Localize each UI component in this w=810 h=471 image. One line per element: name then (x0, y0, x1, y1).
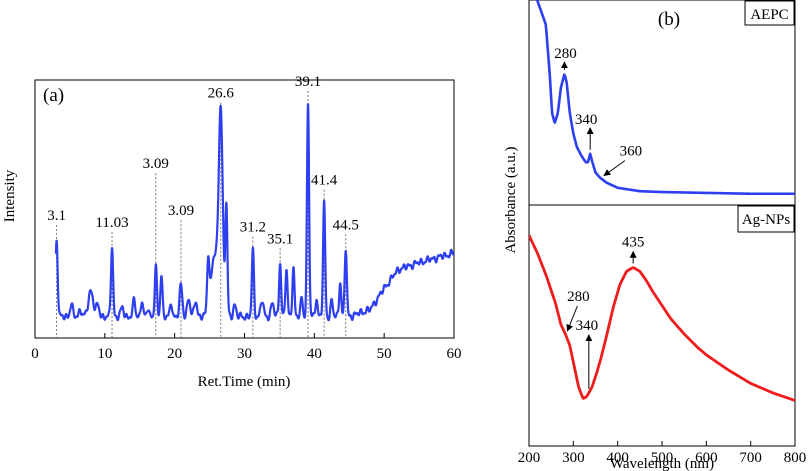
uv-vis-chart: 200 300 400 500 600 700 800 280 340 360 280 340 435… (503, 0, 806, 471)
annotation-label: 340 (576, 318, 599, 334)
x-tick-label: 60 (447, 346, 462, 362)
peak-labels: 3.1 11.03 3.09 3.09 26.6 31.235.1 39.1 41.4 44.5 (47, 74, 359, 247)
peak-label: 26.6 (208, 86, 235, 102)
x-tick-label: 700 (739, 450, 762, 466)
peak-label: 41.4 (311, 173, 338, 189)
chromatogram-x-axis-label: Ret.Time (min) (198, 374, 291, 390)
panel-label-a: (a) (43, 85, 64, 106)
aepc-label: AEPC (750, 7, 788, 23)
peak-label: 39.1 (295, 74, 321, 90)
x-tick-label: 500 (651, 450, 674, 466)
x-tick-label: 800 (784, 450, 807, 466)
chromatogram-trace (54, 103, 455, 322)
aepc-label-box (744, 0, 795, 26)
chromatogram-chart: 0 10 20 30 40 50 60 3.1 11.03 3.09 3.09 26.6 31.235… (2, 74, 462, 390)
uv-vis-x-ticks: 200 300 400 500 600 700 800 (518, 441, 807, 466)
x-tick-label: 300 (562, 450, 585, 466)
peak-annotations: 280 340 360 280 340 435 (554, 46, 644, 389)
peak-label: 11.03 (95, 215, 128, 231)
annotation-label: 360 (620, 144, 643, 160)
x-tick-label: 10 (97, 346, 112, 362)
peak-label: 3.09 (143, 156, 169, 172)
uv-vis-y-axis-label: Absorbance (a.u.) (503, 146, 519, 253)
annotation-label: 435 (622, 235, 645, 251)
peak-label: 3.1 (47, 208, 66, 224)
peak-label: 35.1 (267, 231, 293, 247)
annotation-label: 280 (554, 46, 577, 62)
annotation-label: 340 (575, 112, 598, 128)
aepc-spectrum (535, 0, 795, 196)
x-tick-label: 600 (695, 450, 718, 466)
x-tick-label: 50 (377, 346, 392, 362)
x-tick-label: 20 (167, 346, 182, 362)
agnps-label: Ag-NPs (742, 212, 791, 228)
peak-label: 44.5 (333, 217, 359, 233)
panel-label-b: (b) (658, 9, 680, 30)
x-tick-label: 40 (307, 346, 322, 362)
chromatogram-frame (34, 79, 455, 339)
chromatogram-y-axis-label: Intensity (2, 169, 18, 222)
x-tick-label: 200 (518, 450, 541, 466)
annotation-arrow (603, 160, 626, 177)
annotation-arrow (566, 305, 578, 332)
agnps-label-box (737, 205, 795, 233)
x-tick-label: 400 (606, 450, 629, 466)
x-tick-label: 0 (31, 346, 39, 362)
peak-label: 3.09 (168, 203, 194, 219)
peak-label: 31.2 (240, 220, 266, 236)
x-tick-label: 30 (237, 346, 252, 362)
agnps-spectrum (529, 234, 795, 402)
chromatogram-x-ticks: 0 10 20 30 40 50 60 (31, 333, 462, 362)
uv-vis-x-axis-label: Wavelength (nm) (610, 456, 714, 471)
annotation-label: 280 (567, 289, 590, 305)
